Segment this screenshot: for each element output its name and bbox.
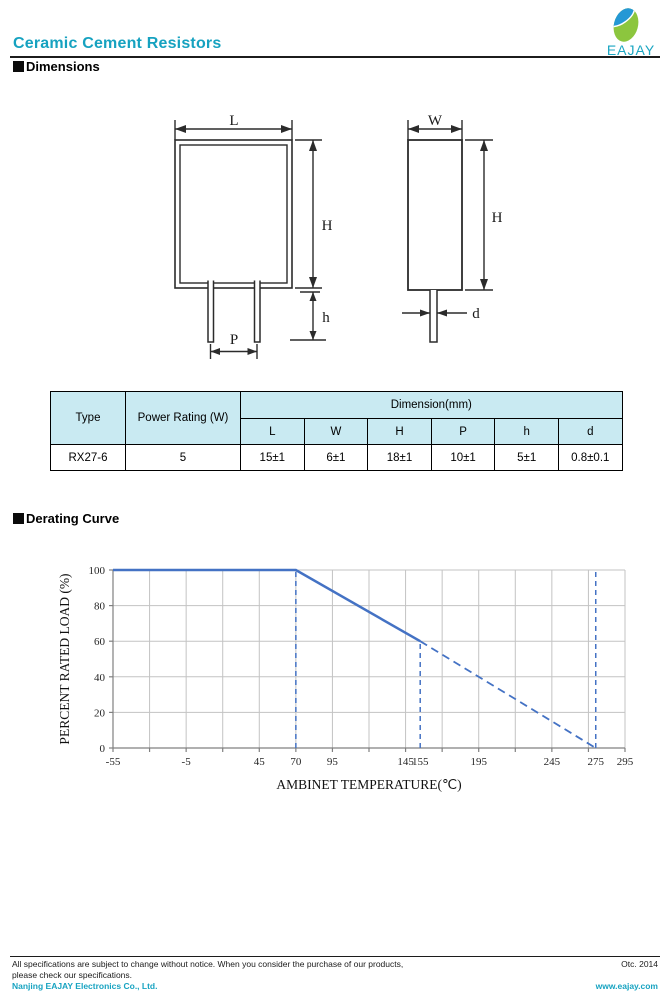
chart-grid bbox=[112, 569, 626, 749]
table-row: RX27-6 5 15±1 6±1 18±1 10±1 5±1 0.8±0.1 bbox=[50, 444, 623, 471]
svg-text:100: 100 bbox=[89, 565, 106, 577]
disclaimer-line-2: please check our specifications. bbox=[12, 970, 133, 980]
doc-date: Otc. 2014 bbox=[621, 959, 658, 969]
section-derating-label: Derating Curve bbox=[26, 511, 120, 526]
chart-reference-lines bbox=[295, 570, 597, 748]
col-header-power: Power Rating (W) bbox=[125, 391, 241, 445]
page-title: Ceramic Cement Resistors bbox=[13, 35, 222, 52]
svg-text:70: 70 bbox=[290, 756, 302, 768]
svg-text:20: 20 bbox=[94, 707, 106, 719]
svg-text:-55: -55 bbox=[106, 756, 121, 768]
cell-L: 15±1 bbox=[240, 444, 305, 471]
section-dimensions-label: Dimensions bbox=[26, 59, 100, 74]
cell-power: 5 bbox=[125, 444, 241, 471]
dim-label-H: H bbox=[322, 218, 333, 234]
website-link: www.eajay.com bbox=[595, 981, 658, 991]
dim-label-h: h bbox=[322, 310, 330, 326]
col-header-dimension-group: Dimension(mm) bbox=[240, 391, 623, 419]
dim-label-d: d bbox=[472, 306, 480, 322]
svg-text:45: 45 bbox=[254, 756, 265, 768]
svg-text:295: 295 bbox=[617, 756, 634, 768]
svg-text:195: 195 bbox=[470, 756, 487, 768]
col-header-P: P bbox=[430, 418, 496, 445]
svg-text:95: 95 bbox=[327, 756, 339, 768]
col-header-W: W bbox=[303, 418, 369, 445]
dim-label-P: P bbox=[230, 332, 238, 348]
cell-P: 10±1 bbox=[430, 444, 496, 471]
footer-divider bbox=[10, 956, 660, 957]
header-divider bbox=[10, 56, 660, 58]
front-view-drawing: L H h P bbox=[174, 113, 333, 359]
svg-text:155: 155 bbox=[412, 756, 429, 768]
chart-axes bbox=[109, 569, 626, 752]
series-line bbox=[113, 568, 421, 643]
cell-type: RX27-6 bbox=[50, 444, 126, 471]
side-view-drawing: W H d bbox=[402, 113, 503, 343]
cell-H: 18±1 bbox=[367, 444, 432, 471]
dim-label-W: W bbox=[428, 113, 443, 129]
cell-W: 6±1 bbox=[303, 444, 369, 471]
series-line bbox=[419, 640, 597, 749]
col-header-type: Type bbox=[50, 391, 126, 445]
svg-text:60: 60 bbox=[94, 636, 106, 648]
x-axis-label: AMBINET TEMPERATURE(℃) bbox=[276, 777, 461, 792]
svg-text:40: 40 bbox=[94, 672, 106, 684]
col-header-H: H bbox=[367, 418, 432, 445]
svg-text:0: 0 bbox=[100, 743, 106, 755]
svg-text:275: 275 bbox=[587, 756, 604, 768]
y-axis-label: PERCENT RATED LOAD (%) bbox=[57, 573, 72, 744]
disclaimer-line-1: All specifications are subject to change… bbox=[12, 959, 404, 969]
svg-text:80: 80 bbox=[94, 601, 106, 613]
y-tick-labels: 0 20 40 60 80 100 bbox=[89, 565, 106, 755]
dim-label-L: L bbox=[229, 113, 238, 129]
col-header-L: L bbox=[240, 418, 305, 445]
col-header-h: h bbox=[494, 418, 559, 445]
svg-text:-5: -5 bbox=[182, 756, 192, 768]
col-header-d: d bbox=[557, 418, 623, 445]
cell-h: 5±1 bbox=[494, 444, 559, 471]
section-bullet-icon bbox=[13, 513, 24, 524]
section-dimensions-heading: Dimensions bbox=[13, 59, 100, 74]
section-derating-heading: Derating Curve bbox=[13, 511, 119, 526]
company-name: Nanjing EAJAY Electronics Co., Ltd. bbox=[12, 981, 158, 991]
dim-label-H2: H bbox=[492, 210, 503, 226]
cell-d: 0.8±0.1 bbox=[557, 444, 623, 471]
eajay-logo-icon bbox=[610, 5, 642, 45]
svg-text:145: 145 bbox=[397, 756, 414, 768]
section-bullet-icon bbox=[13, 61, 24, 72]
svg-text:245: 245 bbox=[544, 756, 561, 768]
spec-table: Type Power Rating (W) Dimension(mm) L W … bbox=[50, 391, 623, 471]
brand-name: EAJAY bbox=[606, 42, 656, 58]
